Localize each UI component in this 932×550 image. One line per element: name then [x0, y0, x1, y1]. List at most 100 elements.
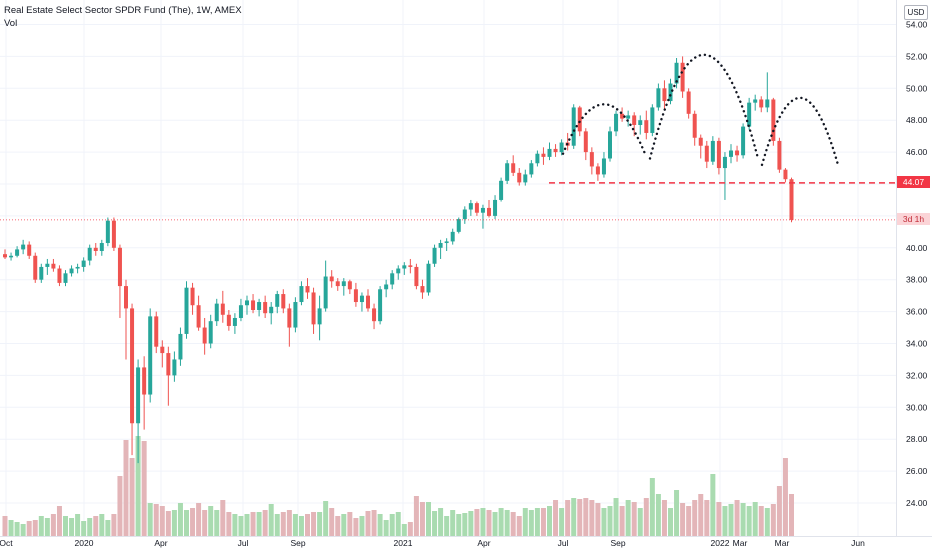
volume-bar	[698, 494, 704, 536]
volume-bar	[105, 520, 111, 536]
candle-body	[704, 145, 709, 162]
volume-bar	[680, 503, 686, 536]
volume-bar	[419, 502, 425, 536]
candle-body	[474, 203, 479, 213]
candle-body	[499, 180, 504, 200]
volume-bar	[311, 512, 317, 536]
candle-body	[130, 308, 135, 424]
candle-body	[263, 302, 268, 314]
volume-bar	[20, 524, 26, 536]
candle-body	[196, 305, 201, 328]
volume-bar	[516, 516, 522, 536]
candle-body	[27, 244, 32, 256]
volume-bar	[329, 508, 335, 536]
volume-bar	[2, 516, 8, 536]
volume-bar	[674, 490, 680, 536]
volume-bar	[426, 502, 431, 536]
candle-body	[626, 115, 631, 119]
candle-body	[51, 263, 56, 269]
volume-bar	[365, 511, 371, 536]
candle-body	[208, 321, 213, 344]
candle-body	[698, 137, 703, 146]
volume-label[interactable]: Vol	[4, 18, 18, 29]
volume-bar	[395, 512, 401, 536]
volume-bar	[432, 511, 438, 536]
candle-body	[402, 265, 407, 269]
volume-bar	[129, 458, 135, 536]
candle-body	[384, 284, 389, 290]
bar-countdown-tag: 3d 1h	[897, 213, 930, 225]
candle-body	[117, 247, 122, 287]
candle-body	[347, 281, 352, 290]
candle-body	[408, 265, 413, 267]
candle-body	[547, 148, 552, 157]
volume-bar	[111, 514, 117, 536]
currency-button[interactable]: USD	[904, 5, 928, 20]
volume-bar	[256, 512, 262, 536]
candle-body	[638, 120, 643, 125]
candle-body	[93, 247, 98, 251]
candle-body	[674, 62, 679, 84]
candle-body	[595, 166, 600, 175]
candle-body	[620, 113, 625, 119]
time-axis: Oct 2020 Apr Jul Sep 2021 Apr Jul Sep 2022 Mar JunM…	[0, 538, 865, 548]
candle-body	[608, 131, 612, 159]
volume-bar	[44, 518, 50, 536]
volume-bar	[407, 522, 413, 536]
volume-bar	[214, 510, 220, 536]
volume-bar	[226, 512, 232, 536]
volume-bar	[553, 500, 559, 536]
candle-body	[553, 148, 558, 153]
candle-body	[426, 263, 431, 293]
volume-bar	[26, 521, 32, 536]
candle-body	[614, 113, 619, 132]
symbol-title[interactable]: Real Estate Select Sector SPDR Fund (The…	[4, 5, 242, 16]
candle-body	[178, 333, 183, 360]
volume-bar	[208, 506, 214, 536]
time-tick-label: 2021	[394, 538, 413, 548]
candle-body	[650, 107, 655, 133]
volume-bar	[69, 518, 75, 536]
time-axis-border	[0, 536, 932, 537]
volume-bar	[692, 500, 698, 536]
right-shoulder-arc	[760, 96, 840, 167]
time-tick-label: Oct	[0, 538, 13, 548]
candle-body	[63, 273, 68, 283]
volume-bar	[147, 503, 153, 536]
price-tick-label: 32.00	[906, 370, 928, 380]
candle-body	[771, 99, 776, 141]
candle-body	[716, 140, 721, 169]
volume-bar	[540, 508, 546, 536]
candle-body	[741, 126, 746, 156]
candle-body	[269, 306, 274, 314]
candle-body	[692, 113, 697, 138]
volume-bar	[728, 504, 734, 536]
candle-body	[480, 207, 485, 213]
volume-bar	[559, 508, 565, 536]
candle-body	[281, 294, 286, 309]
candle-body	[166, 353, 171, 376]
neckline-price-tag: 44.07	[897, 176, 930, 188]
volume-bar	[643, 498, 649, 536]
volume-bar	[486, 510, 492, 536]
candle-body	[753, 99, 758, 103]
candle-body	[535, 153, 540, 164]
candle-body	[396, 268, 401, 274]
volume-bar	[190, 508, 196, 536]
volume-bar	[480, 508, 486, 536]
volume-bar	[716, 502, 722, 536]
candle-body	[154, 316, 159, 347]
volume-bar	[770, 504, 776, 536]
candle-body	[75, 266, 80, 269]
candle-body	[493, 199, 498, 216]
volume-bar	[38, 516, 44, 536]
time-tick-label: Sep	[610, 538, 625, 548]
volume-bar	[565, 500, 571, 536]
candle-body	[414, 266, 419, 287]
price-tick-label: 54.00	[906, 20, 928, 30]
volume-bar	[220, 500, 226, 536]
volume-bar	[474, 509, 480, 536]
volume-bar	[50, 514, 56, 536]
candles	[3, 56, 794, 464]
